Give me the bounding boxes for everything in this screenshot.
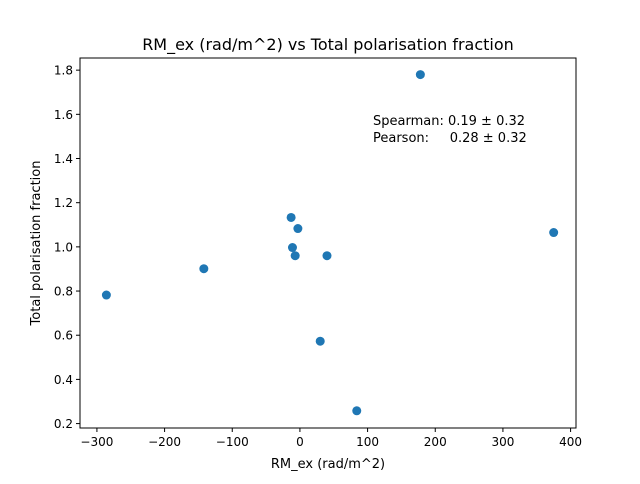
x-tick-label: 200	[424, 435, 447, 449]
data-point	[290, 251, 300, 261]
y-axis-label: Total polarisation fraction	[29, 161, 44, 327]
x-tick-label: 400	[559, 435, 582, 449]
data-point	[315, 336, 325, 346]
y-tick-label: 1.2	[54, 196, 73, 210]
x-tick-label: 0	[296, 435, 304, 449]
data-point	[293, 224, 303, 234]
y-tick-label: 0.4	[54, 373, 73, 387]
data-point	[199, 264, 209, 274]
x-tick-label: 300	[491, 435, 514, 449]
data-point	[101, 290, 111, 300]
data-point	[352, 406, 362, 416]
x-axis-label: RM_ex (rad/m^2)	[271, 457, 385, 472]
y-tick-label: 0.6	[54, 329, 73, 343]
x-tick-label: 100	[356, 435, 379, 449]
plot-area-frame	[79, 57, 577, 429]
x-tick-label: −200	[148, 435, 181, 449]
y-tick-label: 1.0	[54, 240, 73, 254]
data-point	[286, 212, 296, 222]
data-point	[549, 228, 559, 238]
ticks-layer: −300 −200 −100 0 100 200 300 400 0.2 0.4 0.6 0.8 1.0…	[54, 64, 582, 449]
spearman-annotation: Spearman: 0.19 ± 0.32	[373, 114, 525, 129]
pearson-annotation: Pearson: 0.28 ± 0.32	[373, 131, 527, 146]
x-tick-label: −100	[216, 435, 249, 449]
y-tick-label: 1.4	[54, 152, 73, 166]
y-tick-label: 0.2	[54, 417, 73, 431]
data-point	[287, 243, 297, 253]
y-tick-label: 1.6	[54, 108, 73, 122]
chart-title: RM_ex (rad/m^2) vs Total polarisation fr…	[142, 35, 514, 55]
y-tick-label: 0.8	[54, 285, 73, 299]
data-point	[322, 251, 332, 261]
x-tick-label: −300	[80, 435, 113, 449]
data-point	[415, 70, 425, 80]
y-tick-label: 1.8	[54, 64, 73, 78]
points-layer	[101, 70, 559, 416]
